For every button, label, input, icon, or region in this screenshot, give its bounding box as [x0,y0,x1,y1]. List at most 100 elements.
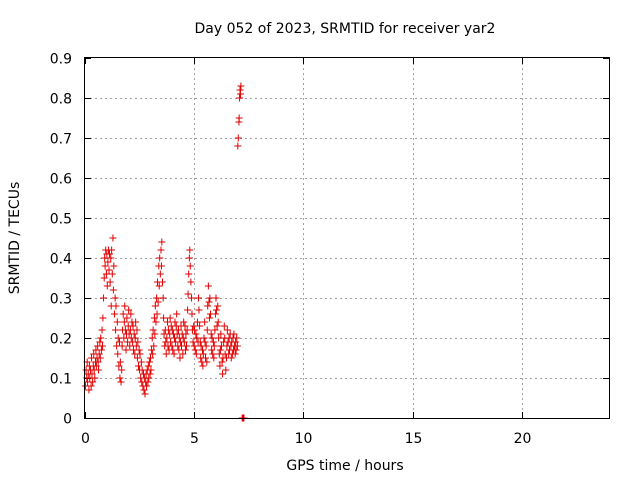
data-point [179,334,187,342]
data-point [220,322,228,330]
data-point [164,318,172,326]
data-point [231,350,239,358]
data-point [188,310,196,318]
y-tick-label: 0.8 [50,92,72,108]
data-point [98,342,106,350]
data-point [95,366,103,374]
data-point [201,318,209,326]
data-point [204,302,212,310]
data-point [206,294,214,302]
data-point [150,314,158,322]
data-point [214,302,222,310]
data-point [223,326,231,334]
data-point [195,306,203,314]
data-point [116,374,124,382]
data-point [184,290,192,298]
data-point [216,346,224,354]
data-point [120,334,128,342]
data-point [159,294,167,302]
data-point [170,350,178,358]
data-point [212,306,220,314]
data-point [135,346,143,354]
data-point [97,346,105,354]
plot-frame [84,57,610,419]
data-point [212,310,220,318]
x-tick-label: 10 [295,431,313,447]
data-point [235,114,243,122]
data-point [204,282,212,290]
data-point [233,342,241,350]
data-point [168,342,176,350]
data-point [153,294,161,302]
data-point [184,306,192,314]
y-tick-label: 0.9 [50,52,72,68]
data-point [152,318,160,326]
data-point [144,378,152,386]
grid-layer [85,58,609,418]
data-point [113,318,121,326]
data-point [181,322,189,330]
data-point [190,342,198,350]
data-point [151,302,159,310]
data-point [144,362,152,370]
y-axis-title: SRMTID / TECUs [7,182,23,295]
data-point [227,354,235,362]
data-point [214,318,222,326]
data-point [96,354,104,362]
data-point [110,310,118,318]
data-point [154,298,162,306]
data-point [158,238,166,246]
data-point [192,330,200,338]
data-point [187,278,195,286]
data-point [202,342,210,350]
data-point [232,338,240,346]
data-point [180,318,188,326]
data-point [147,354,154,362]
data-point [117,378,125,386]
data-point [101,254,109,262]
data-point [208,334,216,342]
data-point [149,350,157,358]
data-point [237,82,245,90]
data-point [211,326,219,334]
data-point [108,270,116,278]
data-point [215,350,223,358]
data-point [232,346,240,354]
data-point [202,354,210,362]
data-point [102,270,110,278]
data-point [87,382,95,390]
data-point [173,310,181,318]
data-point [236,90,244,98]
data-point [95,350,103,358]
data-point [222,366,230,374]
x-tick-label: 0 [81,431,90,447]
data-point [191,326,199,334]
data-point [181,346,189,354]
data-point [156,254,164,262]
data-point [132,318,140,326]
data-point [183,342,191,350]
data-point [207,330,215,338]
y-tick-label: 0.7 [50,132,72,148]
data-point [92,362,100,370]
data-point [110,262,118,270]
data-point [88,370,96,378]
data-point [209,350,217,358]
data-point [120,318,128,326]
data-point [114,350,122,358]
data-point [118,342,126,350]
data-point [134,362,142,370]
data-point [143,382,151,390]
data-point [203,358,211,366]
data-point [168,326,176,334]
data-point [176,354,184,362]
data-point [180,338,188,346]
data-point [121,302,129,310]
data-point [198,346,206,354]
y-tick-label: 0.1 [50,372,72,388]
data-point [219,370,227,378]
y-tick-label: 0.4 [50,252,72,268]
data-point [218,358,226,366]
data-point [203,326,211,334]
